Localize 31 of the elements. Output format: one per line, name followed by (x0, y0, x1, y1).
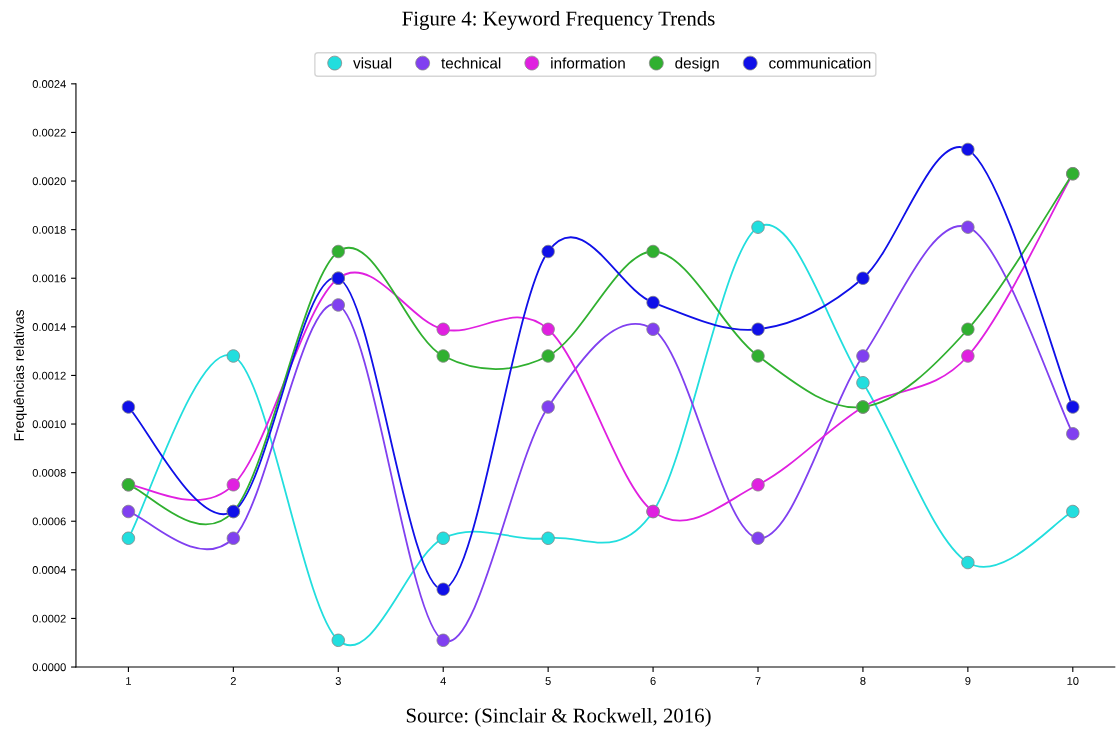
legend-label: technical (441, 57, 501, 69)
legend-label: communication (769, 57, 871, 69)
y-tick-label: 0.0008 (32, 468, 66, 477)
x-tick-label: 7 (755, 677, 761, 685)
y-tick-label: 0.0014 (32, 323, 66, 331)
source-note: Source: (Sinclair & Rockwell, 2016) (406, 707, 711, 727)
x-tick-label: 8 (860, 677, 866, 685)
y-tick-label: 0.0022 (32, 128, 66, 137)
x-tick-label: 4 (440, 677, 446, 685)
y-tick-label: 0.0000 (32, 663, 66, 672)
x-tick-label: 6 (650, 677, 656, 685)
y-tick-label: 0.0004 (32, 566, 66, 574)
x-tick-label: 5 (545, 677, 551, 685)
y-tick-label: 0.0002 (32, 614, 66, 623)
y-tick-label: 0.0016 (32, 274, 66, 283)
x-tick-label: 9 (965, 677, 971, 685)
legend-label: information (551, 57, 625, 69)
x-tick-label: 10 (1067, 677, 1079, 685)
y-tick-label: 0.0020 (32, 177, 66, 186)
y-tick-label: 0.0018 (32, 225, 66, 234)
legend-label: design (675, 57, 719, 72)
x-tick-label: 2 (230, 677, 236, 685)
y-tick-label: 0.0006 (32, 517, 66, 526)
x-tick-label: 3 (335, 677, 341, 685)
y-axis-title: Frequências relativas (13, 309, 27, 441)
legend-label: visual (353, 57, 392, 69)
chart-title: Figure 4: Keyword Frequency Trends (402, 10, 715, 30)
y-tick-label: 0.0010 (32, 420, 66, 429)
y-tick-label: 0.0024 (32, 80, 66, 88)
y-tick-label: 0.0012 (32, 371, 66, 380)
x-tick-label: 1 (126, 677, 131, 685)
